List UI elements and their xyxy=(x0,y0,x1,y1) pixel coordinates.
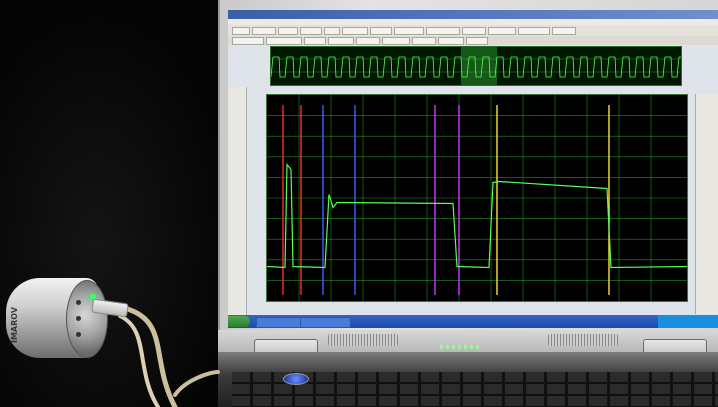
toolbar-button[interactable] xyxy=(266,37,302,45)
toolbar-button[interactable] xyxy=(328,37,354,45)
device-front-face xyxy=(66,280,108,358)
toolbar-button[interactable] xyxy=(232,27,250,35)
overview-waveform-panel[interactable] xyxy=(270,46,687,86)
device-status-led xyxy=(90,294,96,300)
toolbar-button[interactable] xyxy=(466,37,488,45)
windows-taskbar xyxy=(228,315,718,328)
toolbar-button[interactable] xyxy=(518,27,550,35)
toolbar-button[interactable] xyxy=(278,27,298,35)
speaker-grille xyxy=(548,334,618,346)
toolbar-button[interactable] xyxy=(370,27,392,35)
toolbar-button[interactable] xyxy=(300,27,322,35)
laptop-screen xyxy=(228,10,718,328)
toolbar-button[interactable] xyxy=(252,27,276,35)
device-vent xyxy=(76,300,81,305)
toolbar-button[interactable] xyxy=(394,27,424,35)
right-settings-panel xyxy=(695,94,718,314)
device-label: IMAROV xyxy=(10,306,19,343)
toolbar-button[interactable] xyxy=(488,27,516,35)
start-icon[interactable] xyxy=(228,316,250,327)
cursor-lines xyxy=(282,105,610,295)
toolbar-button[interactable] xyxy=(438,37,464,45)
overview-trace xyxy=(270,56,687,78)
system-tray xyxy=(658,315,718,328)
toolbar-button[interactable] xyxy=(552,27,576,35)
app-menu-bar xyxy=(228,19,718,25)
overview-selection-window[interactable] xyxy=(461,47,497,85)
app-secondary-toolbar xyxy=(228,36,718,45)
toolbar-button[interactable] xyxy=(304,37,326,45)
status-leds xyxy=(440,345,480,349)
device-vent xyxy=(76,316,81,321)
main-waveform-svg xyxy=(266,95,688,301)
toolbar-button[interactable] xyxy=(462,27,486,35)
speaker-grille xyxy=(328,334,398,346)
toolbar-button[interactable] xyxy=(356,37,380,45)
laptop-hinge xyxy=(218,330,718,352)
toolbar-button[interactable] xyxy=(412,37,436,45)
main-trace xyxy=(266,162,688,269)
power-icon[interactable] xyxy=(283,373,309,385)
device-vent xyxy=(76,332,81,337)
app-title-bar xyxy=(228,10,718,19)
left-settings-panel xyxy=(228,87,247,317)
toolbar-button[interactable] xyxy=(324,27,340,35)
main-waveform-plot[interactable] xyxy=(266,94,688,302)
toolbar-button[interactable] xyxy=(382,37,410,45)
toolbar-button[interactable] xyxy=(426,27,460,35)
keyboard xyxy=(232,372,718,407)
toolbar-button[interactable] xyxy=(232,37,264,45)
toolbar-button[interactable] xyxy=(342,27,368,35)
overview-waveform-svg xyxy=(270,56,687,78)
taskbar-item[interactable] xyxy=(300,317,351,328)
